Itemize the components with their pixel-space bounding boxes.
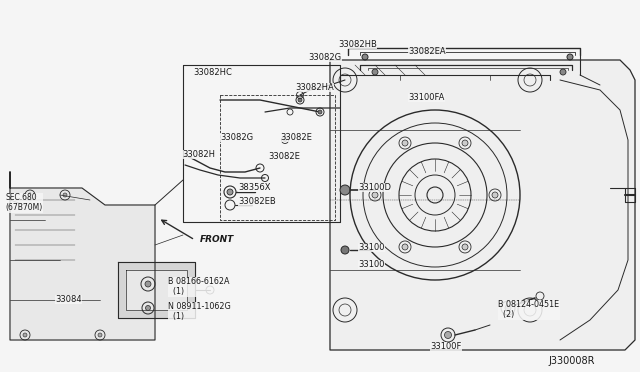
- Circle shape: [227, 189, 233, 195]
- Text: B 08166-6162A
  (1): B 08166-6162A (1): [168, 277, 230, 296]
- Circle shape: [505, 305, 511, 311]
- Text: 33100FA: 33100FA: [408, 93, 444, 102]
- Circle shape: [445, 331, 451, 339]
- Text: 33082E: 33082E: [280, 133, 312, 142]
- Circle shape: [462, 244, 468, 250]
- Circle shape: [462, 140, 468, 146]
- Text: 33082E: 33082E: [268, 152, 300, 161]
- Circle shape: [63, 193, 67, 197]
- Text: 33082EB: 33082EB: [238, 197, 276, 206]
- Polygon shape: [10, 172, 155, 340]
- Polygon shape: [126, 270, 187, 310]
- Circle shape: [372, 69, 378, 75]
- Text: 33100: 33100: [358, 260, 385, 269]
- Text: 38356X: 38356X: [238, 183, 271, 192]
- Text: 33082G: 33082G: [308, 53, 341, 62]
- Text: 33082EA: 33082EA: [408, 47, 445, 56]
- Text: 33082H: 33082H: [182, 150, 215, 159]
- Polygon shape: [330, 60, 635, 350]
- Circle shape: [341, 246, 349, 254]
- Text: 33082HC: 33082HC: [193, 68, 232, 77]
- Circle shape: [298, 98, 302, 102]
- Circle shape: [98, 333, 102, 337]
- Circle shape: [340, 185, 350, 195]
- Circle shape: [28, 193, 32, 197]
- Circle shape: [145, 305, 150, 311]
- Text: J330008R: J330008R: [548, 356, 595, 366]
- Circle shape: [567, 54, 573, 60]
- Circle shape: [402, 140, 408, 146]
- Text: B 08124-0451E
  (2): B 08124-0451E (2): [498, 300, 559, 320]
- Circle shape: [560, 69, 566, 75]
- Text: 33100D: 33100D: [358, 183, 391, 192]
- Polygon shape: [118, 262, 195, 318]
- Text: 33100: 33100: [358, 243, 385, 252]
- Text: 33082G: 33082G: [220, 133, 253, 142]
- Text: 33082HA: 33082HA: [295, 83, 333, 92]
- Text: FRONT: FRONT: [200, 235, 234, 244]
- Circle shape: [318, 110, 322, 114]
- Circle shape: [492, 192, 498, 198]
- Text: SEC.680
(67B70M): SEC.680 (67B70M): [5, 193, 42, 212]
- Text: N 08911-1062G
  (1): N 08911-1062G (1): [168, 302, 231, 321]
- Text: 33082HB: 33082HB: [338, 40, 377, 49]
- Circle shape: [145, 281, 151, 287]
- Circle shape: [23, 333, 27, 337]
- Text: 33084: 33084: [55, 295, 82, 304]
- Circle shape: [284, 138, 287, 141]
- Circle shape: [372, 192, 378, 198]
- Circle shape: [362, 54, 368, 60]
- Text: 33100F: 33100F: [430, 342, 461, 351]
- Circle shape: [402, 244, 408, 250]
